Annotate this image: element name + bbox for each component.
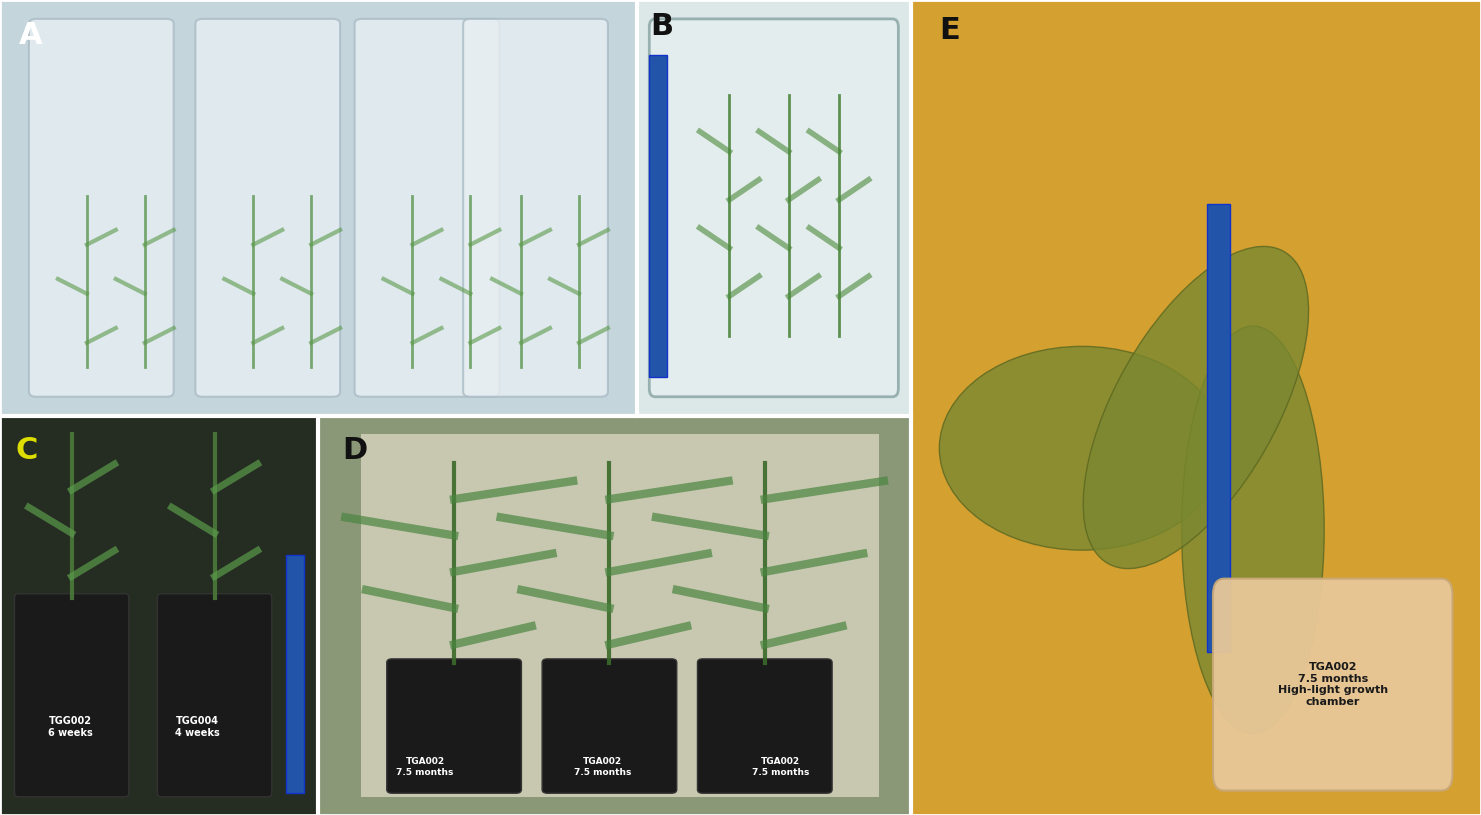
Text: D: D	[342, 435, 367, 465]
Text: TGA002
7.5 months
High-light growth
chamber: TGA002 7.5 months High-light growth cham…	[1278, 663, 1388, 707]
Text: A: A	[19, 20, 43, 50]
FancyBboxPatch shape	[649, 19, 899, 397]
Ellipse shape	[939, 346, 1225, 550]
Text: TGA002
7.5 months: TGA002 7.5 months	[575, 757, 631, 777]
FancyBboxPatch shape	[157, 593, 273, 797]
Bar	[361, 434, 878, 797]
Text: TGA002
7.5 months: TGA002 7.5 months	[397, 757, 453, 777]
FancyBboxPatch shape	[195, 19, 341, 397]
Ellipse shape	[1182, 326, 1324, 734]
Text: E: E	[939, 16, 960, 46]
FancyBboxPatch shape	[464, 19, 607, 397]
FancyBboxPatch shape	[30, 19, 173, 397]
Text: TGG002
6 weeks: TGG002 6 weeks	[47, 716, 92, 738]
Text: TGA002
7.5 months: TGA002 7.5 months	[752, 757, 809, 777]
FancyBboxPatch shape	[542, 659, 677, 793]
FancyBboxPatch shape	[387, 659, 521, 793]
Bar	[286, 555, 304, 792]
Bar	[649, 55, 666, 377]
FancyBboxPatch shape	[1213, 579, 1453, 791]
Ellipse shape	[1083, 246, 1309, 569]
FancyBboxPatch shape	[698, 659, 832, 793]
Bar	[1207, 204, 1231, 652]
FancyBboxPatch shape	[15, 593, 129, 797]
Text: TGG004
4 weeks: TGG004 4 weeks	[175, 716, 219, 738]
Text: B: B	[650, 12, 674, 42]
Text: C: C	[16, 435, 39, 465]
FancyBboxPatch shape	[354, 19, 499, 397]
